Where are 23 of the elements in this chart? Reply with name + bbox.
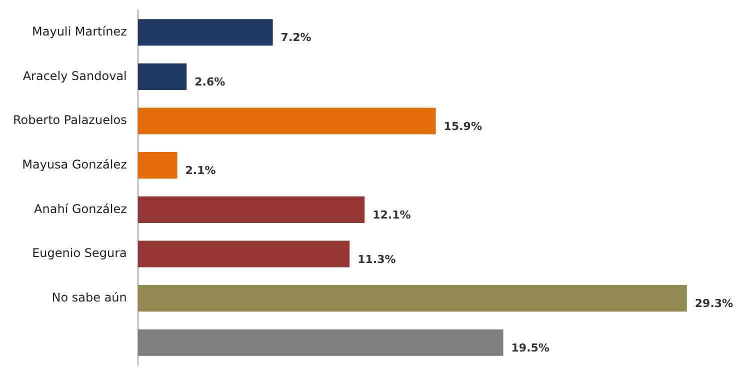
bar bbox=[138, 196, 365, 223]
data-label: 29.3% bbox=[694, 297, 734, 310]
y-tick-label: Eugenio Segura bbox=[32, 246, 127, 260]
data-label: 15.9% bbox=[444, 120, 482, 133]
data-label: 12.1% bbox=[372, 208, 411, 222]
y-tick-label: Mayuli Martínez bbox=[32, 24, 127, 38]
bar bbox=[138, 152, 178, 179]
bar bbox=[138, 19, 273, 46]
bar bbox=[138, 63, 187, 90]
bar bbox=[138, 285, 687, 312]
y-tick-label: No sabe aún bbox=[52, 290, 127, 304]
data-label: 11.3% bbox=[358, 252, 396, 266]
data-label: 2.1% bbox=[185, 164, 216, 178]
bar bbox=[138, 329, 504, 356]
data-label: 2.6% bbox=[194, 76, 226, 89]
y-tick-label: Roberto Palazuelos bbox=[13, 113, 127, 128]
y-tick-label: Mayusa González bbox=[22, 157, 127, 172]
bar bbox=[138, 108, 436, 134]
bar bbox=[138, 240, 350, 268]
data-label: 19.5% bbox=[511, 341, 550, 354]
data-label: 7.2% bbox=[280, 31, 312, 44]
y-tick-label: Aracely Sandoval bbox=[22, 68, 127, 83]
y-tick-label: Anahí González bbox=[34, 202, 127, 216]
